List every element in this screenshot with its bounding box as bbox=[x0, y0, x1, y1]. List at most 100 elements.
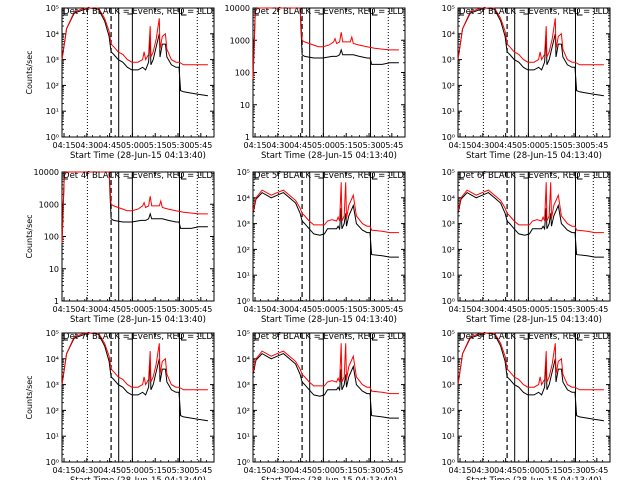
y-tick-label: 10³ bbox=[442, 220, 455, 229]
x-tick-label: 05:00 bbox=[517, 466, 540, 475]
x-tick-label: 05:45 bbox=[380, 466, 403, 475]
y-tick-label: 1 bbox=[54, 297, 59, 306]
y-tick-label: 10³ bbox=[46, 56, 59, 65]
x-tick-label: 04:15 bbox=[52, 466, 75, 475]
panel-title: Det 8f BLACK = Events, RED = LLD bbox=[254, 332, 404, 342]
plot-frame bbox=[457, 7, 611, 138]
panel-title-legend: BLACK = Events, RED = LLD bbox=[488, 171, 609, 181]
end-bracket-marker bbox=[180, 334, 187, 341]
panel-title-legend: BLACK = Events, RED = LLD bbox=[283, 171, 404, 181]
y-axis-label: Counts/sec bbox=[25, 50, 34, 94]
x-axis-label: Start Time (28-Jun-15 04:13:40) bbox=[466, 315, 602, 325]
end-bracket-marker bbox=[180, 173, 187, 180]
x-tick-label: 05:45 bbox=[189, 141, 212, 150]
end-bracket-marker bbox=[371, 334, 378, 341]
y-tick-label: 10⁰ bbox=[46, 458, 59, 467]
panel-title: Det 6f BLACK = Events, RED = LLD bbox=[459, 171, 609, 181]
panel-title-legend: BLACK = Events, RED = LLD bbox=[488, 7, 609, 17]
end-bracket-marker bbox=[180, 9, 187, 16]
y-tick-label: 10¹ bbox=[237, 271, 250, 280]
x-tick-label: 04:45 bbox=[98, 466, 121, 475]
mid-bracket-marker bbox=[318, 173, 324, 179]
x-tick-label: 04:30 bbox=[266, 305, 289, 314]
y-tick-label: 10⁰ bbox=[442, 133, 455, 142]
y-tick-label: 10⁵ bbox=[442, 4, 455, 13]
mid-bracket-marker bbox=[127, 334, 133, 340]
x-tick-label: 05:00 bbox=[312, 466, 335, 475]
start-bracket-marker bbox=[254, 173, 259, 180]
y-tick-label: 10⁰ bbox=[46, 133, 59, 142]
y-tick-label: 100 bbox=[235, 69, 250, 78]
x-tick-label: 04:15 bbox=[243, 141, 266, 150]
start-bracket-marker bbox=[254, 334, 259, 341]
panel-title: Det 9f BLACK = Events, RED = LLD bbox=[459, 332, 609, 342]
events-rate-line bbox=[252, 352, 399, 419]
x-tick-label: 05:45 bbox=[380, 141, 403, 150]
panel-title: Det 7f BLACK = Events, RED = LLD bbox=[63, 332, 213, 342]
y-tick-label: 10² bbox=[237, 245, 250, 254]
events-rate-line bbox=[61, 7, 208, 97]
panel-2: 1 10 100 1000 10000 04:15 04:30 04:45 05:00 05:15… bbox=[225, 4, 406, 161]
y-tick-label: 1 bbox=[245, 133, 250, 142]
panel-title-detector: Det 2f bbox=[254, 7, 281, 17]
start-bracket-marker bbox=[459, 9, 464, 16]
x-tick-label: 05:30 bbox=[166, 466, 189, 475]
y-tick-label: 10000 bbox=[225, 4, 250, 13]
start-bracket-marker bbox=[459, 334, 464, 341]
x-tick-label: 05:15 bbox=[540, 141, 563, 150]
end-bracket-marker bbox=[576, 9, 583, 16]
y-tick-label: 10³ bbox=[237, 381, 250, 390]
panel-title-legend: BLACK = Events, RED = LLD bbox=[283, 7, 404, 17]
y-tick-label: 10⁵ bbox=[237, 168, 250, 177]
y-tick-label: 10³ bbox=[442, 56, 455, 65]
y-tick-label: 100 bbox=[44, 233, 59, 242]
x-tick-label: 05:15 bbox=[540, 305, 563, 314]
x-tick-label: 05:45 bbox=[585, 305, 608, 314]
y-tick-label: 10000 bbox=[34, 168, 59, 177]
mid-bracket-marker bbox=[318, 334, 324, 340]
x-axis-label: Start Time (28-Jun-15 04:13:40) bbox=[466, 476, 602, 480]
x-tick-label: 05:30 bbox=[166, 305, 189, 314]
x-tick-label: 05:30 bbox=[562, 141, 585, 150]
x-tick-label: 05:00 bbox=[312, 305, 335, 314]
panel-title-legend: BLACK = Events, RED = LLD bbox=[92, 171, 213, 181]
y-tick-label: 10⁵ bbox=[237, 329, 250, 338]
x-tick-label: 05:30 bbox=[562, 466, 585, 475]
end-bracket-marker bbox=[576, 334, 583, 341]
start-bracket-marker bbox=[459, 173, 464, 180]
x-tick-label: 04:30 bbox=[471, 466, 494, 475]
y-tick-label: 10⁴ bbox=[46, 355, 59, 364]
x-tick-label: 04:45 bbox=[494, 305, 517, 314]
y-tick-label: 10⁴ bbox=[442, 355, 455, 364]
x-tick-label: 04:45 bbox=[98, 305, 121, 314]
x-axis-label: Start Time (28-Jun-15 04:13:40) bbox=[466, 151, 602, 161]
panel-title: Det 1f BLACK = Events, RED = LLD bbox=[63, 7, 213, 17]
y-tick-label: 10¹ bbox=[442, 432, 455, 441]
x-tick-label: 05:15 bbox=[144, 466, 167, 475]
y-tick-label: 10² bbox=[46, 406, 59, 415]
start-bracket-marker bbox=[63, 9, 68, 16]
start-bracket-marker bbox=[63, 334, 68, 341]
plot-frame bbox=[61, 7, 215, 138]
x-tick-label: 05:45 bbox=[380, 305, 403, 314]
lld-rate-line bbox=[457, 7, 604, 66]
y-tick-label: 10¹ bbox=[46, 432, 59, 441]
lld-rate-line bbox=[457, 332, 604, 391]
panel-title-legend: BLACK = Events, RED = LLD bbox=[92, 7, 213, 17]
y-axis-label: Counts/sec bbox=[25, 214, 34, 258]
panel-title: Det 4f BLACK = Events, RED = LLD bbox=[63, 171, 213, 181]
lld-rate-line bbox=[252, 182, 399, 234]
x-axis-label: Start Time (28-Jun-15 04:13:40) bbox=[70, 315, 206, 325]
y-tick-label: 1000 bbox=[230, 36, 250, 45]
x-tick-label: 04:45 bbox=[98, 141, 121, 150]
panel-title-legend: BLACK = Events, RED = LLD bbox=[283, 332, 404, 342]
y-tick-label: 10⁴ bbox=[237, 355, 250, 364]
x-tick-label: 04:15 bbox=[448, 305, 471, 314]
x-tick-label: 05:15 bbox=[335, 305, 358, 314]
panel-title-legend: BLACK = Events, RED = LLD bbox=[488, 332, 609, 342]
